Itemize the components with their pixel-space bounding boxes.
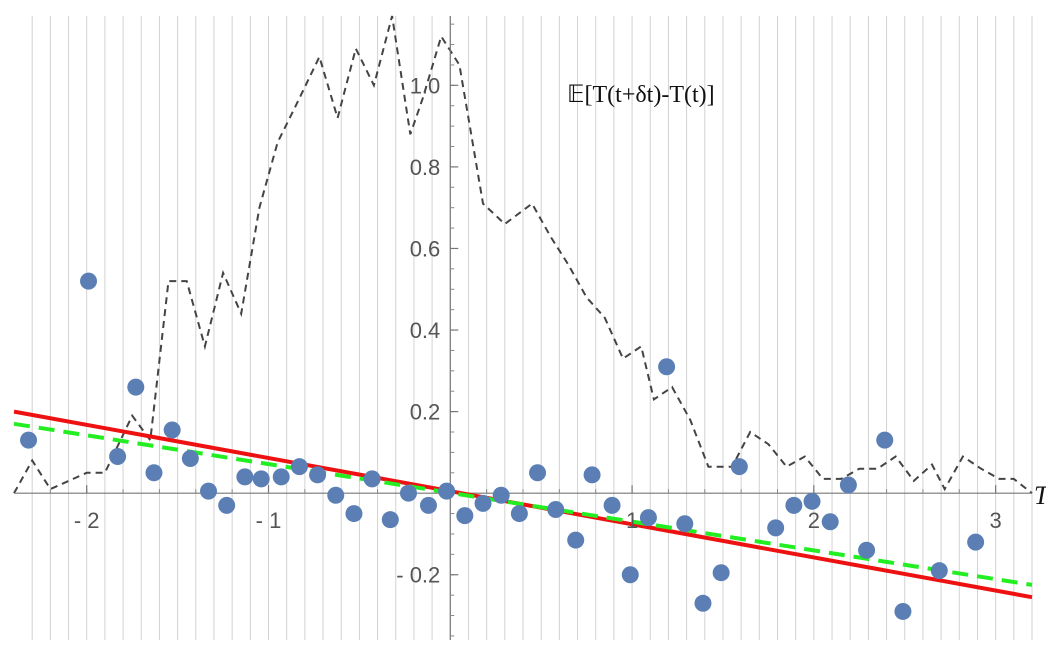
data-point: [676, 515, 694, 533]
x-axis-label: T: [1034, 481, 1046, 510]
data-point: [290, 458, 308, 476]
data-point: [200, 482, 218, 500]
y-tick-label: 0.2: [410, 400, 441, 425]
data-point: [20, 431, 38, 449]
vertical-grid: [31, 16, 1033, 640]
data-point: [80, 272, 98, 290]
y-tick-label: 0.8: [410, 155, 441, 180]
data-point: [345, 505, 363, 523]
data-point: [363, 470, 381, 488]
data-point: [894, 602, 912, 620]
x-tick-label: - 1: [256, 508, 282, 533]
data-point: [419, 496, 437, 514]
data-point: [127, 378, 145, 396]
data-point: [583, 466, 601, 484]
data-point: [181, 450, 199, 468]
data-point: [456, 507, 474, 525]
series-line-green-fit: [13, 421, 1033, 587]
data-point: [252, 470, 270, 488]
data-point: [492, 486, 510, 504]
data-point: [474, 494, 492, 512]
series-points: [20, 272, 985, 620]
data-point: [967, 533, 985, 551]
y-tick-label: 0.4: [410, 318, 441, 343]
data-point: [547, 500, 565, 518]
data-point: [639, 509, 657, 527]
data-point: [381, 511, 399, 529]
data-point: [839, 476, 857, 494]
series-fit-lines: [13, 409, 1033, 600]
series-line-dashed-gray: [13, 15, 1033, 494]
data-point: [272, 468, 290, 486]
data-point: [803, 492, 821, 510]
data-point: [858, 541, 876, 559]
chart-title: 𝔼[T(t+δt)-T(t)]: [567, 82, 715, 108]
data-point: [930, 562, 948, 580]
data-point: [309, 466, 327, 484]
series-dashed-gray: [13, 15, 1033, 494]
data-point: [438, 482, 456, 500]
data-point: [694, 594, 712, 612]
data-point: [163, 421, 181, 439]
data-point: [529, 464, 547, 482]
data-point: [876, 431, 894, 449]
y-tick-label: 0.6: [410, 236, 441, 261]
data-point: [145, 464, 163, 482]
data-point: [730, 458, 748, 476]
data-point: [236, 468, 254, 486]
tick-labels: - 2 - 1 1 2 3 - 0.2 0.2 0.4 0.6 0.8 1.0: [74, 73, 1002, 587]
data-point: [712, 564, 730, 582]
data-point: [603, 496, 621, 514]
data-point: [767, 519, 785, 537]
x-tick-label: - 2: [74, 508, 100, 533]
data-point: [567, 531, 585, 549]
data-point: [399, 484, 417, 502]
x-tick-label: 1: [626, 508, 638, 533]
data-point: [621, 566, 639, 584]
data-point: [510, 505, 528, 523]
data-point: [327, 486, 345, 504]
data-point: [821, 513, 839, 531]
data-point: [785, 496, 803, 514]
y-tick-label: - 0.2: [396, 563, 440, 588]
y-tick-label: 1.0: [410, 73, 441, 98]
data-point: [218, 496, 236, 514]
x-tick-label: 3: [990, 508, 1002, 533]
data-point: [658, 358, 676, 376]
x-tick-label: 2: [808, 508, 820, 533]
data-point: [109, 447, 127, 465]
